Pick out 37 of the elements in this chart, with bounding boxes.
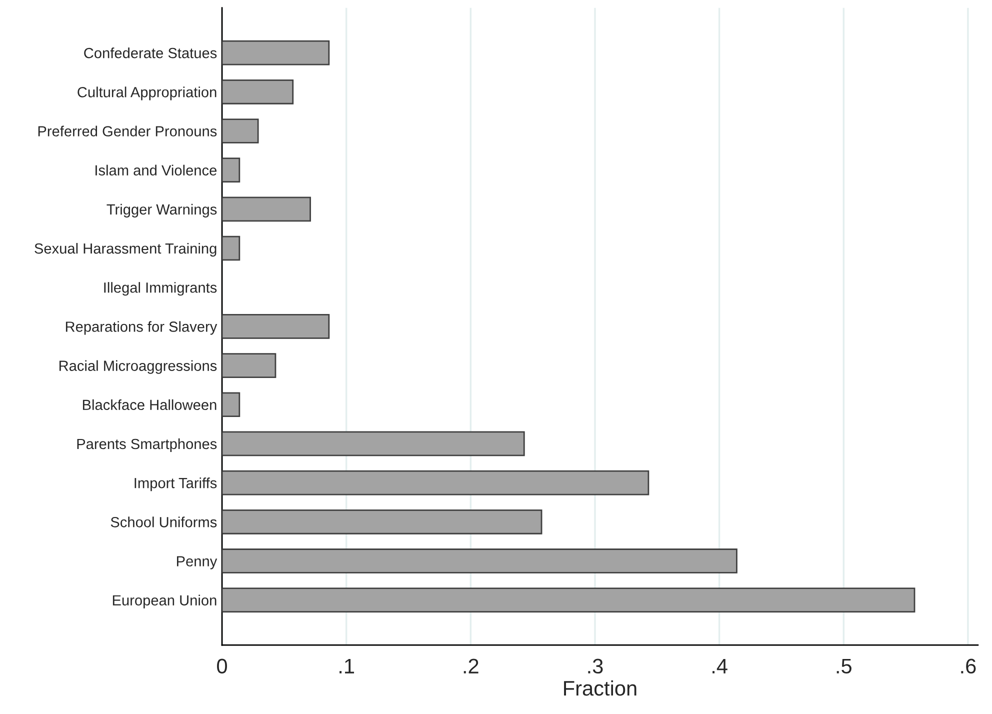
y-tick-label: Sexual Harassment Training xyxy=(34,242,216,257)
x-tick-label: .4 xyxy=(712,658,728,674)
x-axis-title: Fraction xyxy=(564,680,636,696)
x-tick-label: .2 xyxy=(464,658,478,674)
x-tick-label: .3 xyxy=(588,658,603,674)
x-tick-label: .5 xyxy=(836,658,852,674)
x-tick-label: .6 xyxy=(961,658,976,674)
y-tick-label: Confederate Statues xyxy=(84,48,217,58)
y-tick-label: Penny xyxy=(176,556,218,570)
y-tick-label: Blackface Halloween xyxy=(82,399,216,410)
bar xyxy=(222,196,311,222)
y-tick-label: Reparations for Slavery xyxy=(66,321,218,335)
x-tick-label: .1 xyxy=(340,658,354,674)
y-tick-label: School Uniforms xyxy=(110,516,217,528)
y-tick-label: European Union xyxy=(112,594,216,608)
bar xyxy=(222,509,542,534)
bar xyxy=(222,79,294,104)
bar xyxy=(222,353,276,378)
y-tick-label: Islam and Violence xyxy=(96,164,217,176)
bar xyxy=(222,588,916,612)
y-tick-label: Preferred Gender Pronouns xyxy=(38,126,217,136)
y-tick-label: Racial Microaggressions xyxy=(59,360,217,374)
y-tick-label: Illegal Immigrants xyxy=(104,282,217,296)
bar xyxy=(222,236,240,261)
y-tick-label: Import Tariffs xyxy=(134,478,217,492)
x-tick-label: 0 xyxy=(217,658,227,674)
y-tick-label: Trigger Warnings xyxy=(106,204,217,218)
bar xyxy=(222,431,525,456)
bar xyxy=(222,118,259,144)
bar xyxy=(222,40,330,66)
bar xyxy=(222,470,650,496)
y-tick-label: Parents Smartphones xyxy=(77,438,217,452)
bar xyxy=(222,314,330,339)
bar xyxy=(222,548,738,574)
y-tick-label: Cultural Appropriation xyxy=(78,86,216,100)
bar xyxy=(222,392,240,418)
bar xyxy=(222,158,240,182)
